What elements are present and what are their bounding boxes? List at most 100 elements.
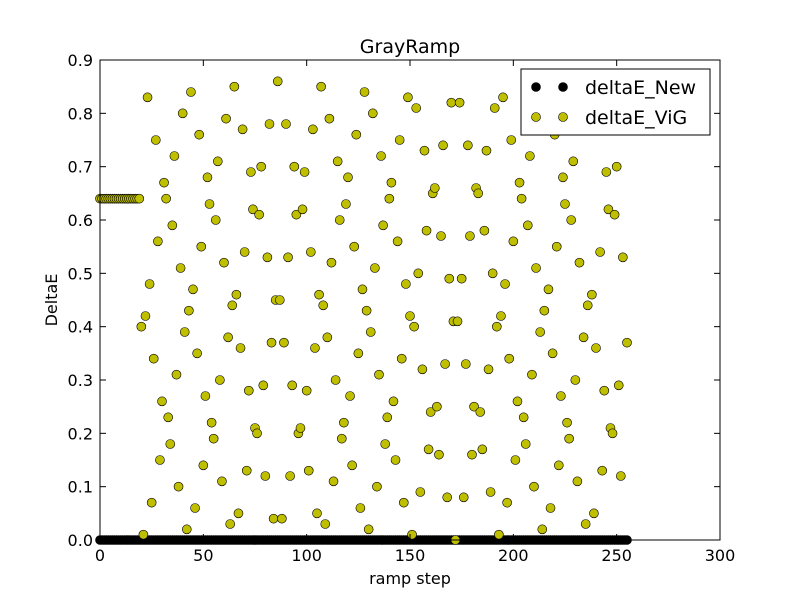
point-deltaE_ViG — [446, 97, 457, 108]
x-tick-label: 100 — [291, 546, 322, 565]
x-tick-label: 50 — [193, 546, 213, 565]
point-deltaE_ViG — [179, 327, 190, 337]
point-deltaE_ViG — [237, 124, 248, 135]
point-deltaE_ViG — [163, 412, 173, 423]
x-tick-label: 0 — [95, 546, 105, 565]
point-deltaE_ViG — [285, 471, 295, 481]
point-deltaE_ViG — [512, 396, 523, 407]
point-deltaE_ViG — [508, 236, 519, 247]
point-deltaE_ViG — [223, 332, 233, 343]
point-deltaE_ViG — [469, 401, 479, 412]
point-deltaE_ViG — [378, 220, 388, 231]
point-deltaE_ViG — [562, 417, 572, 428]
point-deltaE_ViG — [328, 476, 339, 487]
point-deltaE_ViG — [580, 519, 591, 529]
point-deltaE_ViG — [491, 321, 502, 332]
x-tick-label: 250 — [601, 546, 632, 565]
point-deltaE_ViG — [607, 428, 618, 439]
point-deltaE_ViG — [200, 391, 211, 401]
point-deltaE_ViG — [502, 497, 512, 508]
point-deltaE_ViG — [458, 492, 469, 503]
point-deltaE_ViG — [305, 247, 316, 257]
y-tick-label: 0.7 — [68, 158, 93, 177]
legend-label-deltaE_New: deltaE_New — [585, 77, 696, 99]
point-deltaE_ViG — [192, 348, 202, 359]
point-deltaE_ViG — [227, 300, 238, 311]
point-deltaE_ViG — [274, 295, 285, 305]
point-deltaE_ViG — [213, 156, 223, 167]
point-deltaE_ViG — [510, 455, 521, 465]
point-deltaE_ViG — [564, 433, 574, 444]
point-deltaE_ViG — [543, 284, 554, 295]
point-deltaE_ViG — [169, 151, 180, 161]
point-deltaE_ViG — [365, 327, 376, 337]
point-deltaE_ViG — [622, 337, 632, 348]
point-deltaE_ViG — [248, 204, 258, 215]
point-deltaE_ViG — [235, 343, 246, 353]
point-deltaE_ViG — [591, 343, 601, 353]
point-deltaE_ViG — [161, 193, 171, 204]
point-deltaE_ViG — [312, 508, 322, 519]
point-deltaE_ViG — [182, 524, 192, 535]
point-deltaE_ViG — [442, 492, 453, 503]
point-deltaE_ViG — [157, 396, 167, 407]
point-deltaE_ViG — [355, 503, 366, 513]
point-deltaE_ViG — [142, 92, 153, 103]
point-deltaE_ViG — [384, 193, 395, 204]
point-deltaE_ViG — [485, 487, 496, 497]
point-deltaE_ViG — [436, 231, 446, 241]
legend-box — [520, 68, 711, 136]
point-deltaE_ViG — [262, 252, 273, 263]
point-deltaE_ViG — [184, 305, 194, 316]
point-deltaE_ViG — [595, 247, 605, 257]
point-deltaE_ViG — [444, 273, 455, 284]
point-deltaE_ViG — [186, 87, 196, 97]
point-deltaE_ViG — [326, 257, 337, 268]
point-deltaE_ViG — [574, 257, 585, 268]
legend-marker-deltaE_ViG-2 — [558, 112, 568, 122]
point-deltaE_ViG — [382, 412, 393, 423]
point-deltaE_ViG — [361, 305, 372, 316]
point-deltaE_ViG — [498, 92, 508, 103]
y-tick-label: 0.5 — [68, 264, 93, 283]
point-deltaE_ViG — [283, 252, 293, 263]
point-deltaE_ViG — [613, 380, 624, 391]
point-deltaE_ViG — [359, 87, 370, 97]
point-deltaE_ViG — [167, 220, 178, 231]
point-deltaE_ViG — [421, 225, 432, 236]
point-deltaE_ViG — [487, 268, 498, 279]
point-deltaE_ViG — [246, 167, 256, 177]
point-deltaE_ViG — [518, 412, 529, 423]
point-deltaE_ViG — [465, 231, 475, 241]
x-tick-label: 200 — [498, 546, 529, 565]
point-deltaE_ViG — [272, 76, 283, 87]
point-deltaE_ViG — [582, 300, 593, 311]
point-deltaE_ViG — [204, 199, 215, 209]
point-deltaE_ViG — [440, 359, 450, 369]
point-deltaE_ViG — [390, 455, 401, 465]
point-deltaE_ViG — [525, 151, 535, 161]
point-deltaE_ViG — [429, 183, 440, 193]
point-deltaE_ViG — [392, 236, 403, 247]
point-deltaE_ViG — [277, 513, 287, 524]
point-deltaE_ViG — [343, 172, 353, 183]
point-deltaE_ViG — [138, 529, 149, 540]
point-deltaE_ViG — [210, 215, 221, 225]
point-deltaE_ViG — [545, 503, 556, 513]
point-deltaE_ViG — [221, 113, 231, 124]
point-deltaE_ViG — [589, 508, 599, 519]
point-deltaE_ViG — [475, 407, 486, 417]
point-deltaE_ViG — [287, 380, 298, 391]
point-deltaE_ViG — [417, 364, 428, 375]
point-deltaE_ViG — [432, 401, 442, 412]
point-deltaE_ViG — [258, 380, 269, 391]
point-deltaE_ViG — [173, 481, 184, 492]
point-deltaE_ViG — [324, 113, 335, 124]
point-deltaE_ViG — [556, 391, 566, 401]
point-deltaE_ViG — [388, 396, 399, 407]
point-deltaE_ViG — [252, 428, 262, 439]
point-deltaE_ViG — [268, 513, 279, 524]
point-deltaE_ViG — [231, 289, 242, 300]
point-deltaE_ViG — [494, 529, 504, 540]
